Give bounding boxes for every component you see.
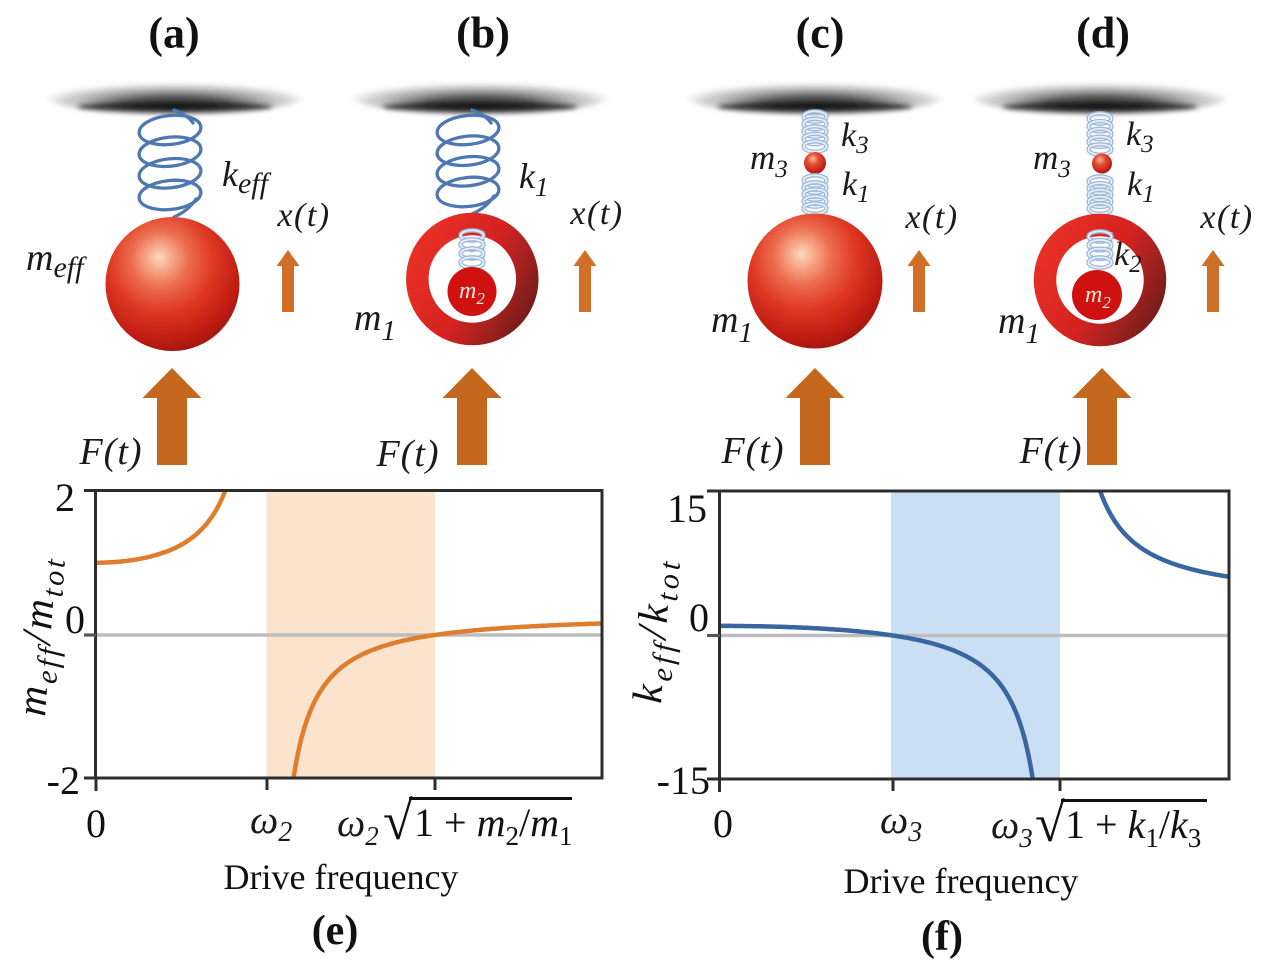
svg-text:Drive frequency: Drive frequency — [224, 857, 459, 897]
svg-text:F(t): F(t) — [375, 433, 439, 475]
svg-text:Drive frequency: Drive frequency — [844, 861, 1079, 901]
svg-text:-2: -2 — [47, 758, 80, 803]
svg-text:F(t): F(t) — [1018, 430, 1082, 472]
svg-text:-15: -15 — [657, 758, 710, 803]
svg-text:0: 0 — [689, 595, 709, 640]
svg-text:k3: k3 — [841, 117, 869, 159]
svg-text:(f): (f) — [921, 914, 963, 960]
svg-text:x(t): x(t) — [904, 199, 958, 236]
svg-text:(e): (e) — [312, 908, 359, 954]
svg-text:k1: k1 — [842, 166, 870, 208]
svg-text:ω3: ω3 — [991, 802, 1033, 853]
svg-text:0: 0 — [713, 801, 733, 846]
svg-text:F(t): F(t) — [720, 430, 784, 472]
svg-text:√: √ — [383, 791, 413, 851]
svg-text:k1: k1 — [1127, 166, 1155, 208]
svg-text:1 + m2/m1: 1 + m2/m1 — [414, 800, 572, 851]
svg-text:2: 2 — [55, 475, 75, 520]
svg-text:15: 15 — [667, 486, 707, 531]
svg-text:(a): (a) — [148, 9, 199, 58]
svg-text:(d): (d) — [1076, 9, 1130, 58]
svg-text:ω2: ω2 — [337, 800, 379, 851]
svg-text:√: √ — [1035, 793, 1065, 853]
svg-text:(c): (c) — [796, 9, 845, 58]
svg-text:1 + k1/k3: 1 + k1/k3 — [1065, 802, 1201, 853]
svg-text:(b): (b) — [456, 9, 510, 58]
svg-text:0: 0 — [86, 801, 106, 846]
svg-text:x(t): x(t) — [569, 195, 623, 232]
svg-text:0: 0 — [65, 597, 85, 642]
svg-text:F(t): F(t) — [78, 431, 142, 473]
svg-text:x(t): x(t) — [276, 197, 330, 234]
svg-text:x(t): x(t) — [1199, 199, 1253, 236]
svg-text:keff/ktot: keff/ktot — [625, 555, 687, 705]
